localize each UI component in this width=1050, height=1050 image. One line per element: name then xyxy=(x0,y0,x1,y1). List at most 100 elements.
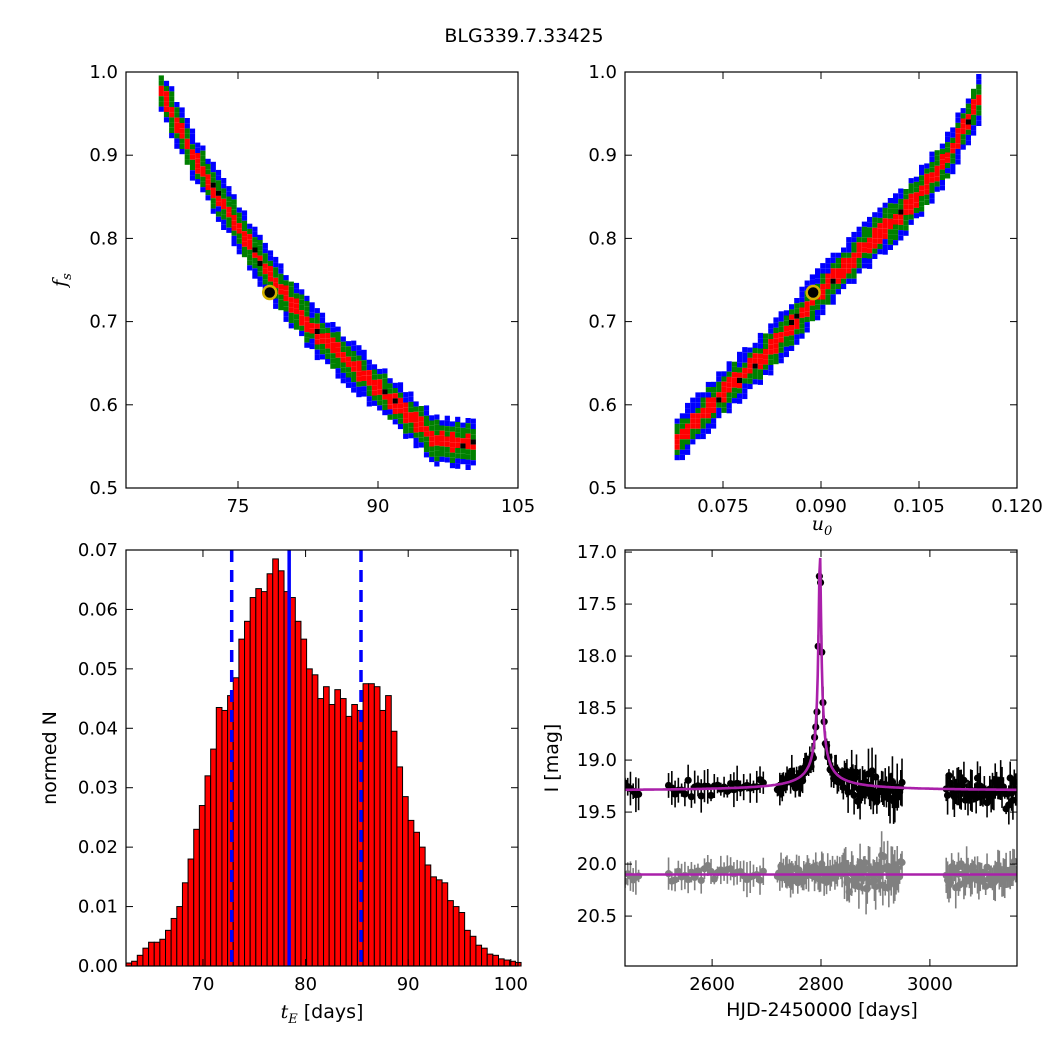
data-point xyxy=(704,861,712,870)
posterior-cell xyxy=(325,338,331,344)
posterior-cell xyxy=(200,150,206,156)
posterior-cell xyxy=(867,263,873,269)
data-point xyxy=(687,793,696,801)
posterior-cell xyxy=(226,201,232,207)
posterior-cell xyxy=(345,361,352,368)
posterior-cell xyxy=(304,301,310,307)
posterior-cell xyxy=(215,190,222,196)
data-point xyxy=(972,794,980,802)
posterior-cell xyxy=(763,369,769,375)
posterior-cell xyxy=(690,428,696,434)
posterior-cell xyxy=(872,238,878,244)
x-tick-label: 90 xyxy=(367,496,390,517)
histogram-bar xyxy=(260,591,268,967)
histogram-bar xyxy=(266,573,274,967)
posterior-cell xyxy=(835,257,841,264)
y-tick-label: 0.8 xyxy=(588,228,617,249)
posterior-cell xyxy=(898,230,904,236)
posterior-cell xyxy=(778,347,784,353)
posterior-cell xyxy=(752,379,758,385)
posterior-cell xyxy=(319,354,326,360)
posterior-cell xyxy=(455,437,461,443)
histogram-bar xyxy=(255,588,262,967)
posterior-cell xyxy=(278,289,284,295)
y-tick-label: 0.05 xyxy=(78,659,118,680)
posterior-cell xyxy=(815,299,821,305)
posterior-cell xyxy=(726,382,732,388)
posterior-cell xyxy=(189,144,196,150)
posterior-cell xyxy=(465,464,471,470)
y-tick-label: 0.7 xyxy=(588,312,617,333)
histogram-bar xyxy=(407,819,415,967)
posterior-cell xyxy=(934,160,940,166)
posterior-cell xyxy=(700,418,706,424)
posterior-cell xyxy=(742,352,748,358)
posterior-cell xyxy=(820,278,826,284)
posterior-cell xyxy=(252,242,258,248)
posterior-cell xyxy=(169,96,175,102)
posterior-cell xyxy=(898,193,904,199)
posterior-cell xyxy=(231,194,237,200)
posterior-cell xyxy=(189,149,196,155)
posterior-cell xyxy=(965,103,971,109)
posterior-cell xyxy=(898,214,904,220)
posterior-cell xyxy=(392,408,398,414)
posterior-cell xyxy=(200,187,206,193)
posterior-cell xyxy=(887,208,893,214)
posterior-cell xyxy=(783,320,789,326)
posterior-cell xyxy=(434,440,440,446)
posterior-cell xyxy=(929,193,935,199)
posterior-cell xyxy=(205,164,211,170)
posterior-cell xyxy=(449,426,456,432)
posterior-cell xyxy=(231,199,237,205)
posterior-cell xyxy=(371,390,378,396)
posterior-cell xyxy=(408,396,414,402)
posterior-cell xyxy=(314,318,320,324)
histogram-bar xyxy=(153,941,161,967)
posterior-cell xyxy=(319,338,326,344)
posterior-cell xyxy=(179,133,185,139)
histogram-bar xyxy=(385,695,392,967)
posterior-cell xyxy=(711,381,717,387)
posterior-cell xyxy=(851,247,857,253)
posterior-cell xyxy=(231,220,237,226)
posterior-cell xyxy=(247,223,253,229)
posterior-cell xyxy=(444,441,450,447)
posterior-cell xyxy=(898,209,904,215)
posterior-cell xyxy=(455,463,461,469)
posterior-cell xyxy=(757,332,763,339)
posterior-cell xyxy=(934,150,940,156)
posterior-cell xyxy=(903,204,909,210)
posterior-cell xyxy=(872,222,878,228)
posterior-cell xyxy=(903,189,909,195)
posterior-cell xyxy=(267,260,274,266)
posterior-cell xyxy=(247,249,253,255)
posterior-cell xyxy=(356,376,362,382)
posterior-cell xyxy=(262,268,268,275)
histogram-bar xyxy=(351,704,358,967)
posterior-cell xyxy=(799,328,805,334)
data-point xyxy=(861,859,869,867)
histogram-bar xyxy=(345,715,353,967)
posterior-cell xyxy=(299,330,305,337)
posterior-cell xyxy=(330,353,336,359)
posterior-cell xyxy=(971,130,977,136)
posterior-cell xyxy=(314,344,320,350)
posterior-cell xyxy=(783,325,789,332)
posterior-cell xyxy=(309,333,315,339)
posterior-cell xyxy=(371,374,378,380)
posterior-cell xyxy=(231,241,237,247)
posterior-cell xyxy=(361,391,367,397)
posterior-cell xyxy=(345,372,352,378)
posterior-cell xyxy=(267,266,274,272)
posterior-cell xyxy=(418,406,424,412)
posterior-cell xyxy=(241,236,248,242)
posterior-cell xyxy=(705,392,711,398)
posterior-cell xyxy=(434,445,440,451)
posterior-cell xyxy=(366,359,372,365)
data-point xyxy=(872,882,880,891)
posterior-cell xyxy=(283,311,289,317)
posterior-cell xyxy=(408,427,414,434)
posterior-cell xyxy=(179,149,185,155)
posterior-cell xyxy=(403,428,409,434)
